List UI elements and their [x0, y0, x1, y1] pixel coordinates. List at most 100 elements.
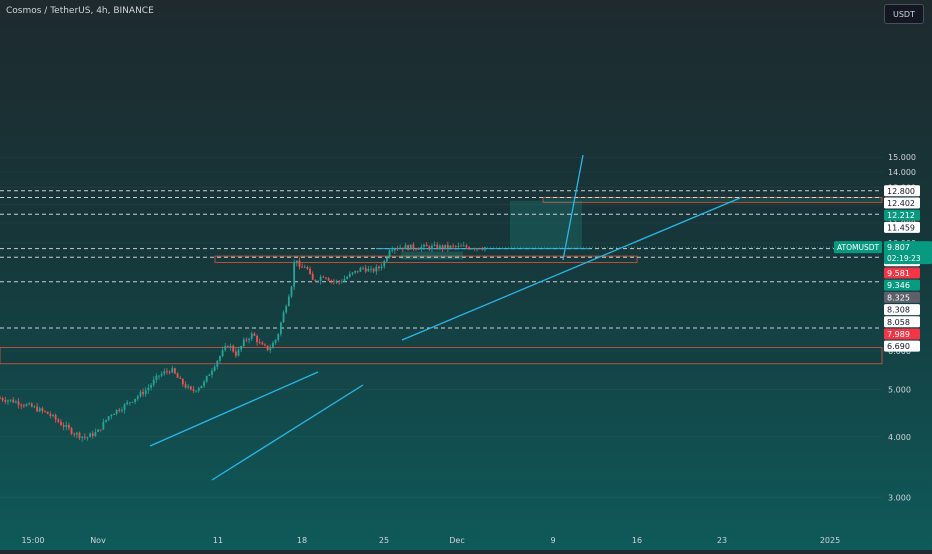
price-badge-label: 6.690: [887, 342, 910, 351]
candle-body: [30, 403, 33, 407]
price-badge-label: 9.581: [887, 269, 910, 278]
candle-body: [468, 247, 470, 249]
y-tick-label: 15.000: [888, 153, 916, 162]
trendline: [562, 154, 584, 261]
candle-body: [287, 296, 290, 307]
x-tick-label: 25: [379, 536, 389, 545]
candle-body: [280, 322, 282, 335]
candle-body: [83, 436, 86, 438]
price-badge-label: 8.308: [887, 306, 910, 315]
candle-body: [184, 384, 187, 388]
candle-body: [412, 244, 415, 249]
candle-body: [28, 403, 31, 405]
candle-body: [158, 375, 160, 377]
candle-body: [205, 375, 208, 382]
x-tick-label: 16: [632, 536, 642, 545]
candle-body: [160, 373, 163, 376]
trendline: [149, 371, 319, 447]
price-badge: [884, 328, 920, 340]
candle-body: [306, 267, 309, 269]
candle-body: [73, 433, 76, 435]
support-zone-low: [0, 347, 883, 365]
candle-body: [86, 437, 89, 438]
candle-body: [317, 280, 319, 282]
candle-body: [60, 421, 62, 426]
candle-body: [229, 345, 232, 347]
candle-body: [338, 280, 341, 283]
candle-body: [420, 246, 423, 250]
candle-body: [415, 248, 417, 250]
price-badge-label: 9.346: [887, 281, 910, 290]
candle-body: [7, 400, 9, 402]
candle-body: [115, 409, 118, 414]
candle-body: [354, 270, 356, 273]
y-tick-label: 14.000: [888, 168, 916, 177]
candle-body: [245, 339, 248, 341]
candle-body: [327, 278, 330, 281]
candle-body: [126, 402, 129, 405]
candle-body: [91, 433, 94, 436]
candle-body: [391, 250, 394, 251]
candle-body: [266, 345, 269, 351]
candle-body: [417, 249, 420, 250]
candle-body: [181, 378, 184, 385]
candle-body: [89, 433, 91, 438]
candle-body: [17, 401, 20, 405]
candle-body: [303, 267, 306, 268]
candle-body: [121, 410, 123, 412]
candle-body: [224, 346, 227, 351]
price-badge-label: 12.402: [887, 199, 915, 208]
price-badge: [884, 209, 920, 221]
candle-body: [152, 379, 155, 385]
candle-body: [356, 270, 359, 272]
candle-body: [68, 425, 70, 429]
candle-body: [9, 399, 12, 401]
candle-body: [105, 419, 107, 422]
candle-body: [433, 244, 436, 246]
candle-body: [454, 246, 457, 247]
candle-body: [272, 342, 274, 349]
candle-body: [168, 371, 171, 373]
candle-body: [370, 268, 372, 270]
candle-body: [195, 390, 197, 392]
candle-body: [481, 248, 484, 250]
candle-body: [131, 401, 134, 403]
candle-body: [295, 260, 298, 263]
candle-body: [473, 248, 476, 250]
candle-body: [203, 381, 205, 386]
candle-body: [258, 342, 261, 343]
currency-button[interactable]: USDT: [884, 4, 924, 24]
candle-body: [237, 349, 240, 356]
candle-body: [372, 268, 375, 272]
candle-body: [441, 245, 444, 249]
candle-body: [444, 244, 447, 249]
candle-body: [102, 421, 105, 430]
candle-body: [62, 425, 65, 427]
candle-body: [407, 245, 409, 250]
candle-body: [261, 342, 264, 345]
candle-body: [52, 415, 54, 416]
candle-body: [274, 339, 277, 343]
candle-body: [314, 279, 317, 282]
candle-body: [298, 260, 301, 267]
candle-body: [41, 408, 44, 411]
candle-body: [221, 350, 224, 357]
candle-body: [200, 385, 203, 389]
candle-body: [301, 266, 303, 268]
last-price-label: 9.807: [887, 243, 910, 252]
candle-body: [425, 244, 428, 247]
candle-body: [470, 248, 473, 250]
candle-body: [0, 398, 1, 400]
x-tick-label: 23: [717, 536, 727, 545]
price-badge: [884, 279, 920, 291]
candle-body: [123, 404, 126, 411]
candle-body: [359, 267, 362, 272]
candle-body: [15, 401, 17, 403]
candle-body: [346, 276, 349, 279]
support-zone-mid: [214, 255, 638, 263]
candle-body: [166, 371, 168, 373]
x-tick-label: Dec: [449, 536, 464, 545]
candle-body: [113, 413, 115, 415]
